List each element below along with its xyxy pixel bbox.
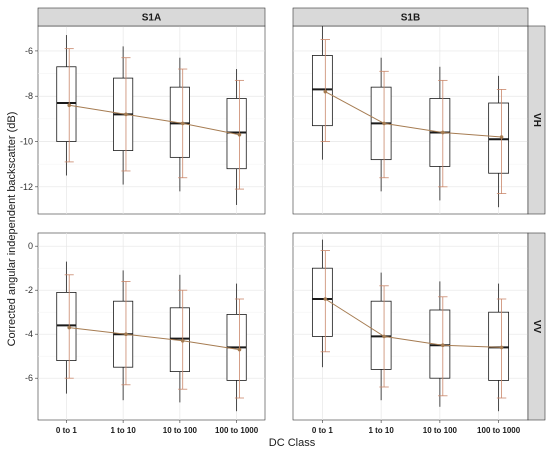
mean-point xyxy=(180,339,185,343)
mean-point xyxy=(323,89,328,94)
mean-point xyxy=(323,297,328,301)
strip-s1b xyxy=(292,7,529,27)
mean-point xyxy=(382,121,386,126)
box xyxy=(226,98,247,170)
strip-label-s1b: S1B xyxy=(401,13,420,24)
mean-trend-line xyxy=(325,91,502,138)
mean-point xyxy=(67,325,72,330)
ytick-label-s1a-vv: -2 xyxy=(25,285,33,295)
box xyxy=(488,311,510,381)
ytick-label-s1a-vv: -6 xyxy=(25,373,33,383)
strip-vh xyxy=(527,25,546,215)
mean-point xyxy=(124,332,128,337)
box xyxy=(311,267,333,337)
strip-label-s1a: S1A xyxy=(142,13,161,24)
box xyxy=(488,102,510,174)
box xyxy=(56,66,77,142)
xtick-label-s1a-vv: 0 to 1 xyxy=(56,426,77,435)
mean-point xyxy=(499,135,504,139)
ytick-label-s1a-vh: -8 xyxy=(25,91,33,101)
xtick-label-s1a-vv: 100 to 1000 xyxy=(215,426,259,435)
strip-vv xyxy=(527,232,546,421)
mean-point xyxy=(124,112,128,117)
strip-label-vv: VV xyxy=(531,320,542,334)
box xyxy=(311,55,333,127)
ytick-label-s1a-vv: -4 xyxy=(25,329,33,339)
box xyxy=(56,291,77,361)
box xyxy=(370,300,392,370)
mean-point xyxy=(441,343,445,348)
x-axis-title: DC Class xyxy=(269,437,316,449)
mean-point xyxy=(441,130,445,135)
xtick-label-s1a-vv: 10 to 100 xyxy=(163,426,198,435)
mean-point xyxy=(237,132,242,137)
ytick-label-s1a-vh: -12 xyxy=(20,182,33,192)
ytick-label-s1a-vv: 0 xyxy=(28,241,33,251)
ytick-label-s1a-vh: -6 xyxy=(25,46,33,56)
mean-point xyxy=(382,334,386,339)
labels-layer: S1A S1B VH VV -12 -10 -8 -6 -6 -4 -2 0 0 to 1 1 to 10… xyxy=(20,7,546,435)
mean-point xyxy=(67,103,72,108)
mean-trend-line xyxy=(69,104,240,136)
strip-label-vh: VH xyxy=(531,113,542,127)
box xyxy=(429,309,451,379)
box xyxy=(169,86,190,158)
xtick-label-s1a-vv: 1 to 10 xyxy=(110,426,136,435)
xtick-label-s1b-vv: 10 to 100 xyxy=(423,426,458,435)
grid-layer xyxy=(37,25,529,421)
marks-layer xyxy=(56,26,510,412)
ytick-label-s1a-vh: -10 xyxy=(20,137,33,147)
xtick-label-s1b-vv: 0 to 1 xyxy=(312,426,333,435)
mean-point xyxy=(499,345,504,350)
mean-point xyxy=(180,121,185,126)
strip-s1a xyxy=(37,7,266,27)
mean-trend-line xyxy=(69,327,240,351)
mean-trend-line xyxy=(325,298,502,348)
y-axis-title: Corrected angular independent backscatte… xyxy=(6,112,18,347)
xtick-label-s1b-vv: 1 to 10 xyxy=(368,426,394,435)
xtick-label-s1b-vv: 100 to 1000 xyxy=(477,426,521,435)
mean-point xyxy=(237,347,242,352)
